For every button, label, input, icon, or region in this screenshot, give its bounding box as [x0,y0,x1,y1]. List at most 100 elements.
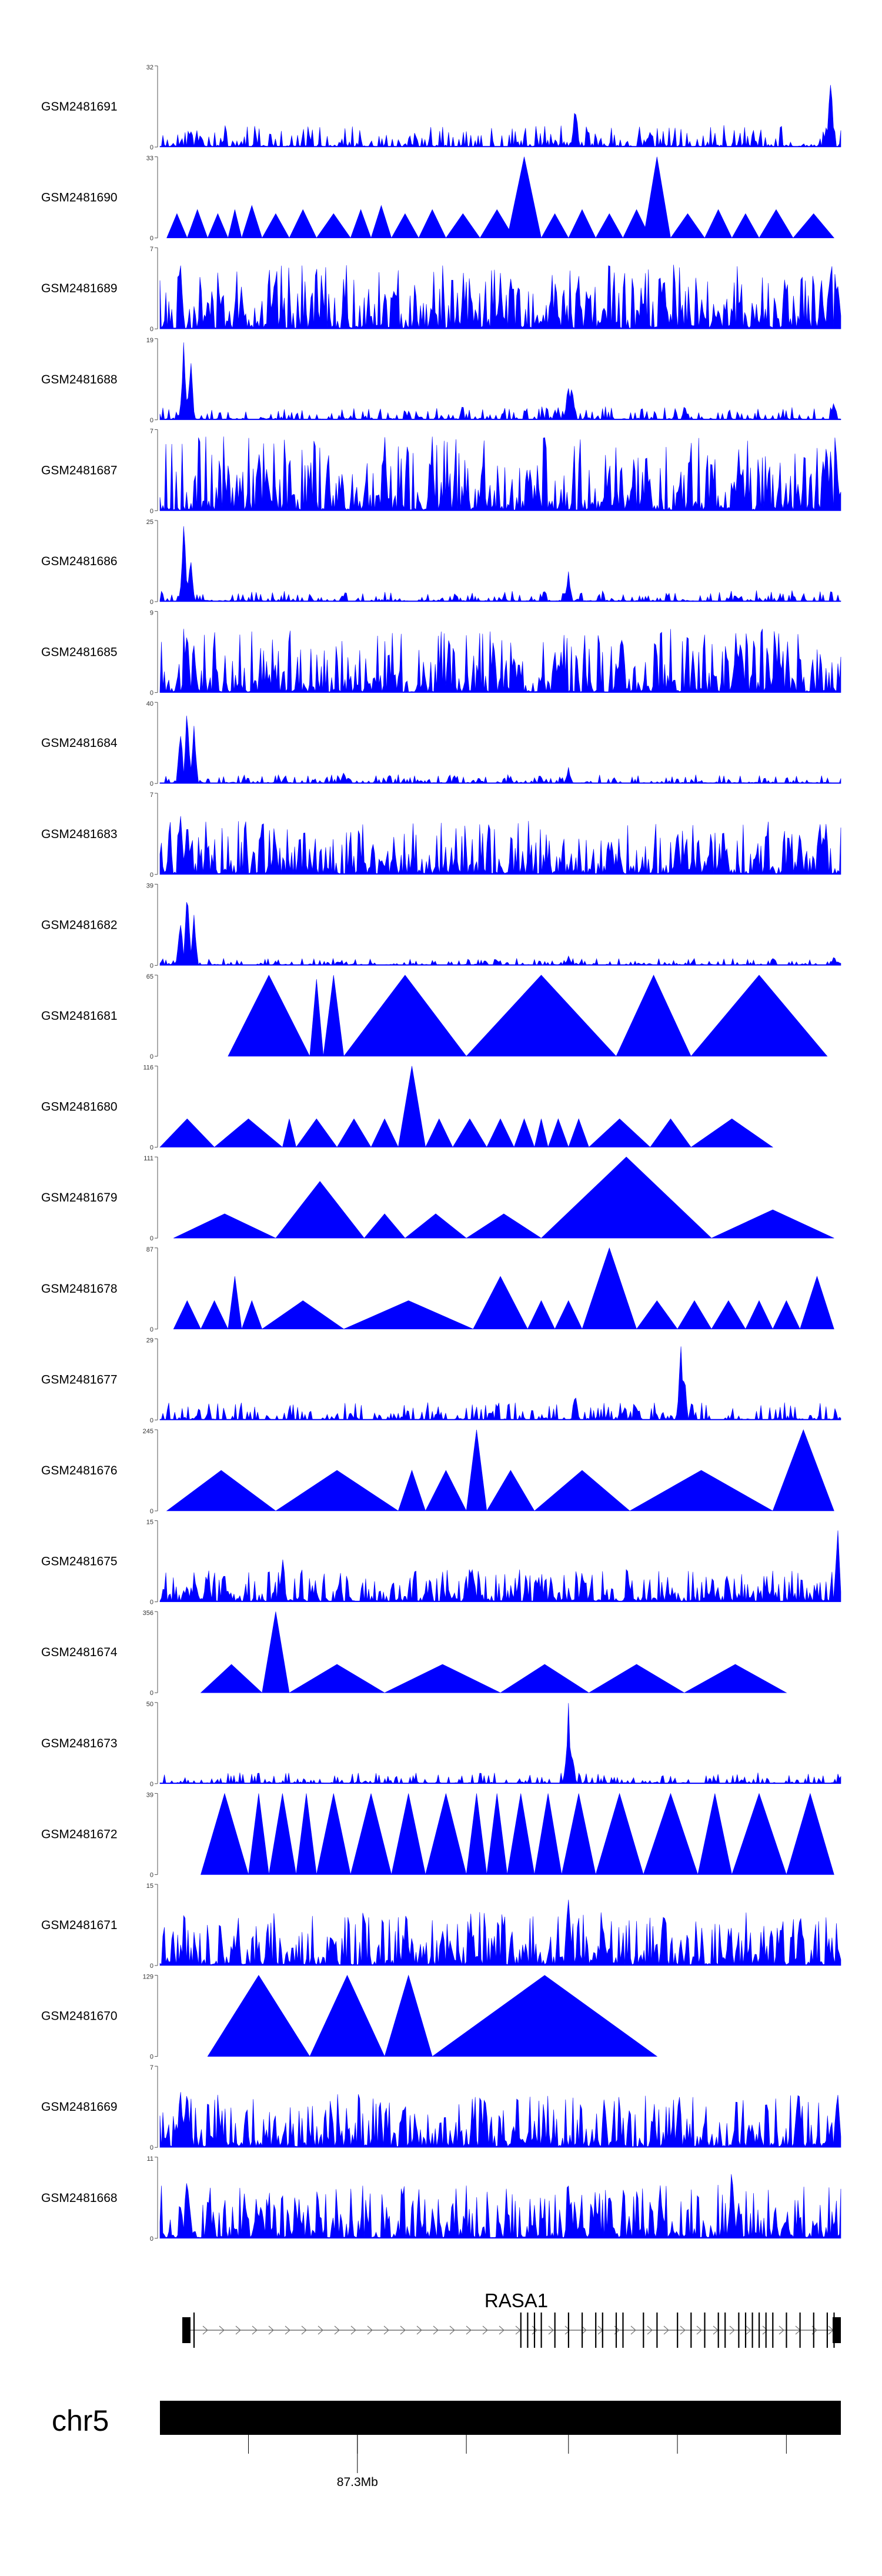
strand-arrow [647,2325,653,2335]
strand-arrow [433,2325,439,2335]
exon [193,2313,195,2348]
exon [786,2313,787,2348]
track-label: GSM2481680 [41,1100,118,1114]
exon [744,2313,747,2348]
strand-arrow [663,2325,669,2335]
exon [520,2313,522,2348]
strand-arrow [416,2325,422,2335]
coverage-signal [166,1429,834,1511]
coverage-signal [200,1611,787,1693]
track-GSM2481674: GSM2481674 356 0 [41,1610,787,1697]
track-GSM2481679: GSM2481679 111 0 [41,1155,834,1242]
coverage-signal [159,85,841,148]
track-label: GSM2481672 [41,1827,118,1841]
track-label: GSM2481679 [41,1191,118,1204]
exon [813,2313,814,2348]
coverage-signal [159,715,841,784]
exon [602,2313,603,2348]
y-max-label: 116 [143,1065,153,1072]
strand-arrow [499,2325,505,2335]
track-GSM2481688: GSM2481688 19 0 [41,337,841,424]
track-GSM2481682: GSM2481682 39 0 [41,882,841,969]
strand-arrow [400,2325,406,2335]
y-min-label: 0 [150,2235,153,2243]
exon [738,2313,740,2348]
exon [799,2313,801,2348]
coverage-signal [159,265,841,329]
y-min-label: 0 [150,235,153,242]
exon [704,2313,706,2348]
y-max-label: 15 [146,1519,153,1526]
track-label: GSM2481671 [41,1918,118,1932]
strand-arrow [630,2325,636,2335]
exon [724,2313,726,2348]
track-GSM2481681: GSM2481681 65 0 [41,973,828,1060]
strand-arrow [252,2325,258,2335]
strand-arrow [235,2325,241,2335]
y-max-label: 11 [147,2155,153,2163]
track-GSM2481689: GSM2481689 7 0 [41,246,841,333]
coverage-signal [159,342,841,421]
strand-arrow [548,2325,554,2335]
track-GSM2481684: GSM2481684 40 0 [41,700,841,788]
strand-arrow [449,2325,455,2335]
strand-arrow [532,2325,537,2335]
strand-arrow [383,2325,389,2335]
track-label: GSM2481670 [41,2010,118,2023]
exon [751,2313,753,2348]
y-max-label: 7 [150,246,153,253]
strand-arrow [746,2325,751,2335]
strand-arrow [268,2325,274,2335]
track-label: GSM2481684 [41,736,118,750]
coverage-signal [159,629,841,693]
track-GSM2481671: GSM2481671 15 0 [41,1883,841,1970]
chromosome-ideogram: chr5 87.3Mb [52,2401,841,2489]
y-max-label: 7 [150,428,153,435]
track-GSM2481676: GSM2481676 245 0 [41,1428,834,1515]
track-label: GSM2481678 [41,1282,118,1296]
exon [690,2313,692,2348]
exon [567,2313,569,2348]
exon [615,2313,617,2348]
exon [656,2313,658,2348]
y-max-label: 25 [146,519,153,526]
strand-arrow [680,2325,686,2335]
strand-arrow [729,2325,735,2335]
track-label: GSM2481674 [41,1646,118,1659]
y-min-label: 0 [150,2054,153,2061]
track-label: GSM2481682 [41,918,118,932]
track-GSM2481683: GSM2481683 7 0 [41,792,841,879]
coverage-signal [159,1066,774,1147]
y-max-label: 15 [146,1883,153,1890]
gene-label: RASA1 [485,2290,548,2311]
y-min-label: 0 [150,144,153,151]
coverage-signal [159,1346,841,1420]
track-label: GSM2481685 [41,646,118,659]
y-max-label: 7 [150,792,153,799]
strand-arrow [779,2325,784,2335]
y-max-label: 9 [150,610,153,617]
coverage-signal [159,1703,841,1784]
gene-model: RASA1 [182,2290,841,2348]
coverage-signal [166,156,835,238]
track-GSM2481675: GSM2481675 15 0 [41,1519,841,1606]
coverage-signal [159,2174,841,2239]
track-GSM2481669: GSM2481669 7 0 [41,2064,841,2151]
chromosome-tick-label: 87.3Mb [337,2475,378,2489]
y-min-label: 0 [150,962,153,969]
y-min-label: 0 [150,599,153,606]
y-min-label: 0 [150,872,153,879]
y-max-label: 39 [146,1791,153,1798]
coverage-signal [159,2092,841,2148]
strand-arrow [466,2325,472,2335]
track-label: GSM2481688 [41,373,118,386]
chromosome-bar [160,2401,841,2435]
track-GSM2481680: GSM2481680 116 0 [41,1065,774,1152]
exon [772,2313,774,2348]
track-label: GSM2481673 [41,1737,118,1750]
track-label: GSM2481690 [41,191,118,205]
y-min-label: 0 [150,1963,153,1970]
coverage-signal [159,436,841,511]
exon [540,2313,542,2348]
